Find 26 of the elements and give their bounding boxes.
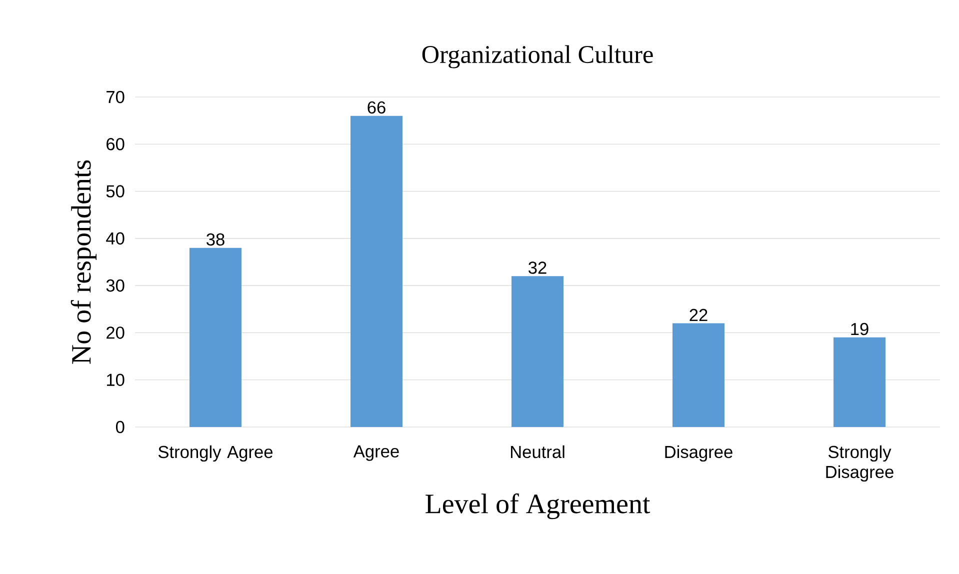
x-axis-title: Level of Agreement — [426, 493, 650, 520]
y-tick-label: 20 — [106, 326, 124, 339]
y-tick-label: 60 — [106, 138, 124, 150]
data-label: 19 — [851, 322, 868, 336]
bar — [190, 248, 242, 427]
x-tick-label: Disagree — [665, 445, 732, 462]
x-tick-label: Neutral — [510, 445, 564, 458]
bar — [834, 337, 886, 427]
chart-title: Organizational Culture — [422, 45, 653, 68]
x-tick-label: Strongly Agree — [158, 445, 273, 462]
data-label: 38 — [206, 233, 224, 246]
bar — [512, 276, 564, 427]
y-tick-label: 50 — [106, 185, 124, 198]
data-label: 32 — [528, 262, 546, 274]
x-tick-label: Strongly Disagree — [826, 445, 894, 482]
data-label: 66 — [368, 101, 386, 114]
y-tick-label: 30 — [106, 279, 124, 292]
bar — [672, 323, 725, 427]
y-tick-label: 70 — [106, 90, 124, 104]
y-tick-label: 40 — [106, 232, 124, 245]
x-tick-label: Agree — [353, 445, 399, 461]
y-axis-title: No of respondents — [70, 160, 97, 364]
y-tick-label: 10 — [106, 374, 124, 386]
data-label: 22 — [690, 308, 708, 322]
bar — [350, 116, 403, 427]
y-tick-label: 0 — [116, 420, 124, 434]
